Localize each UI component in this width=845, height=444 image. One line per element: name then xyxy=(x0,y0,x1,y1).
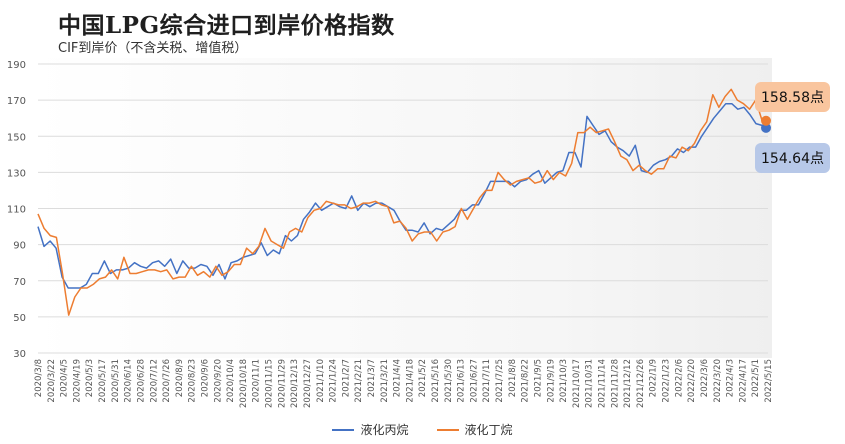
x-tick-label: 2021/9/5 xyxy=(533,359,543,397)
x-tick-label: 2021/2/21 xyxy=(354,359,364,403)
x-tick-label: 2021/7/11 xyxy=(482,359,492,403)
x-tick-label: 2021/3/21 xyxy=(380,359,390,403)
x-tick-label: 2022/4/17 xyxy=(738,359,748,403)
x-tick-label: 2021/11/28 xyxy=(610,359,620,408)
x-tick-label: 2022/5/1 xyxy=(751,359,761,397)
x-tick-label: 2020/11/29 xyxy=(277,359,287,408)
x-tick-label: 2020/12/27 xyxy=(303,359,313,408)
x-tick-label: 2021/3/7 xyxy=(367,359,377,397)
y-tick-label: 70 xyxy=(13,277,26,288)
chart-title: 中国LPG综合进口到岸价格指数 xyxy=(58,12,395,39)
x-tick-label: 2020/8/23 xyxy=(188,359,198,403)
x-tick-label: 2021/5/2 xyxy=(418,359,428,397)
chart-legend: 液化丙烷 液化丁烷 xyxy=(0,421,845,438)
x-tick-label: 2021/12/26 xyxy=(636,359,646,408)
x-tick-label: 2020/11/1 xyxy=(252,359,262,403)
x-tick-label: 2021/2/7 xyxy=(341,359,351,397)
x-tick-label: 2020/5/17 xyxy=(98,359,108,403)
x-tick-label: 2020/11/15 xyxy=(265,359,275,408)
x-tick-label: 2021/1/24 xyxy=(329,359,339,403)
x-tick-label: 2021/9/19 xyxy=(546,359,556,403)
legend-item-propane: 液化丙烷 xyxy=(332,421,409,438)
x-tick-label: 2021/5/30 xyxy=(444,359,454,403)
x-tick-label: 2021/10/3 xyxy=(559,359,569,403)
x-tick-label: 2021/12/12 xyxy=(623,359,633,408)
x-tick-label: 2020/4/5 xyxy=(60,359,70,397)
x-tick-label: 2021/6/13 xyxy=(457,359,467,403)
x-tick-label: 2021/5/16 xyxy=(431,359,441,403)
x-tick-label: 2021/10/17 xyxy=(572,359,582,408)
y-tick-label: 110 xyxy=(7,205,26,216)
y-tick-label: 50 xyxy=(13,313,26,324)
butane-latest-callout: 158.58点 xyxy=(755,82,830,112)
y-tick-label: 150 xyxy=(7,132,26,143)
x-tick-label: 2022/3/6 xyxy=(700,359,710,397)
propane-end-marker xyxy=(761,122,771,133)
x-tick-label: 2020/6/28 xyxy=(136,359,146,403)
x-tick-label: 2021/8/22 xyxy=(521,359,531,403)
x-tick-label: 2020/9/20 xyxy=(213,359,223,403)
x-tick-label: 2021/4/4 xyxy=(393,359,403,397)
y-tick-label: 170 xyxy=(7,96,26,107)
x-tick-label: 2020/3/22 xyxy=(47,359,57,403)
legend-label-propane: 液化丙烷 xyxy=(360,423,409,437)
x-tick-label: 2020/4/19 xyxy=(72,359,82,403)
y-tick-label: 190 xyxy=(7,60,26,71)
x-tick-label: 2020/5/3 xyxy=(85,359,95,397)
series-line-propane xyxy=(37,102,769,289)
x-tick-label: 2022/1/9 xyxy=(649,359,659,397)
x-tick-label: 2020/9/6 xyxy=(200,359,210,397)
legend-label-butane: 液化丁烷 xyxy=(464,423,513,437)
x-tick-label: 2022/5/15 xyxy=(764,359,774,403)
y-tick-label: 130 xyxy=(7,168,26,179)
legend-swatch-butane xyxy=(436,428,459,431)
propane-latest-callout: 154.64点 xyxy=(755,143,830,173)
y-tick-label: 90 xyxy=(13,241,26,252)
legend-item-butane: 液化丁烷 xyxy=(436,421,513,438)
y-tick-label: 30 xyxy=(13,349,26,360)
x-tick-label: 2021/11/14 xyxy=(598,359,608,408)
x-tick-label: 2021/8/8 xyxy=(508,359,518,397)
x-tick-label: 2020/3/8 xyxy=(34,359,44,397)
x-tick-label: 2022/4/3 xyxy=(726,359,736,397)
x-tick-label: 2021/4/18 xyxy=(405,359,415,403)
x-tick-label: 2020/10/4 xyxy=(226,359,236,403)
x-tick-label: 2020/12/13 xyxy=(290,359,300,408)
butane-end-marker xyxy=(761,115,771,126)
x-tick-label: 2021/1/10 xyxy=(316,359,326,403)
x-tick-label: 2020/5/31 xyxy=(111,359,121,403)
x-tick-label: 2022/2/6 xyxy=(674,359,684,397)
x-tick-label: 2022/3/20 xyxy=(713,359,723,403)
x-tick-label: 2020/10/18 xyxy=(239,359,249,408)
x-tick-label: 2020/8/9 xyxy=(175,359,185,397)
x-tick-label: 2021/10/31 xyxy=(585,359,595,408)
x-tick-label: 2021/7/25 xyxy=(495,359,505,403)
x-tick-label: 2020/7/26 xyxy=(162,359,172,403)
series-line-butane xyxy=(37,88,769,316)
legend-swatch-propane xyxy=(332,428,355,431)
x-tick-label: 2020/7/12 xyxy=(149,359,159,403)
x-tick-label: 2021/6/27 xyxy=(469,359,479,403)
x-tick-label: 2020/6/14 xyxy=(124,359,134,403)
x-tick-label: 2022/1/23 xyxy=(662,359,672,403)
x-tick-label: 2022/2/20 xyxy=(687,359,697,403)
chart-subtitle: CIF到岸价（不含关税、增值税） xyxy=(58,41,248,56)
